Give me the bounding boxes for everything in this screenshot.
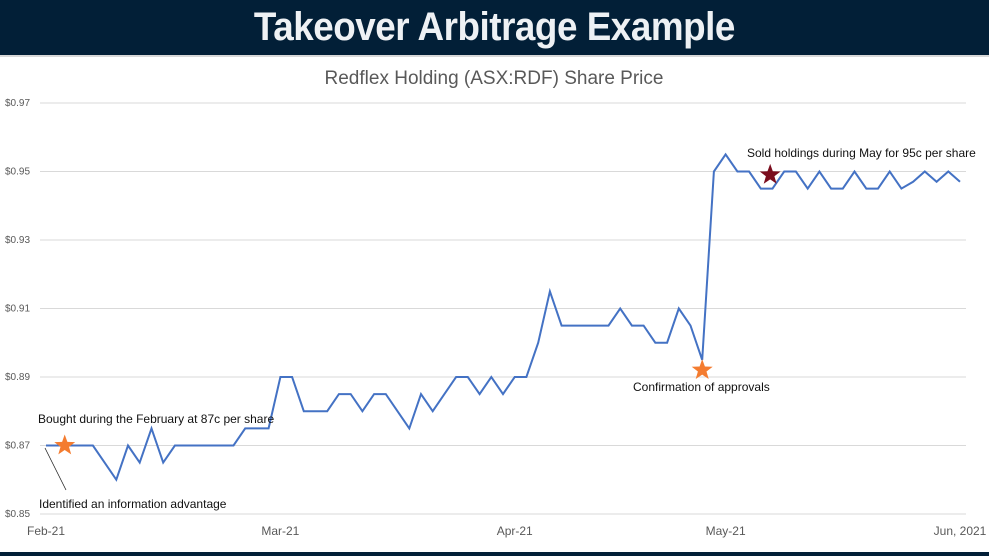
slide-title: Takeover Arbitrage Example [254,5,735,49]
y-tick-label: $0.95 [5,167,30,178]
x-tick-label: May-21 [706,524,746,538]
buy-star-icon [54,434,76,455]
x-tick-label: Apr-21 [497,524,533,538]
y-tick-label: $0.93 [5,235,30,246]
annotation-approvals: Confirmation of approvals [633,380,770,394]
approval-star-icon [691,359,713,379]
y-tick-label: $0.85 [5,509,30,520]
event-markers [54,163,781,455]
slide-footer-bar [0,552,989,556]
annotation-bought: Bought during the February at 87c per sh… [38,412,274,426]
y-tick-label: $0.87 [5,441,30,452]
x-tick-label: Jun, 2021 [934,524,987,538]
chart-title: Redflex Holding (ASX:RDF) Share Price [325,68,664,89]
slide-header: Takeover Arbitrage Example [0,0,989,57]
y-tick-label: $0.97 [5,98,30,109]
x-tick-label: Mar-21 [261,524,299,538]
y-tick-label: $0.91 [5,304,30,315]
x-tick-label: Feb-21 [27,524,65,538]
price-line [46,152,961,482]
annotation-leader-line [44,447,67,491]
annotation-sold: Sold holdings during May for 95c per sha… [747,146,976,160]
y-tick-label: $0.89 [5,372,30,383]
y-axis-ticks: $0.85 $0.87 $0.89 $0.91 $0.93 $0.95 $0.97 [5,98,30,520]
annotation-identified: Identified an information advantage [39,497,227,511]
sell-star-icon [759,163,781,184]
gridlines [40,102,966,515]
x-axis-ticks: Feb-21 Mar-21 Apr-21 May-21 Jun, 2021 [27,524,987,538]
